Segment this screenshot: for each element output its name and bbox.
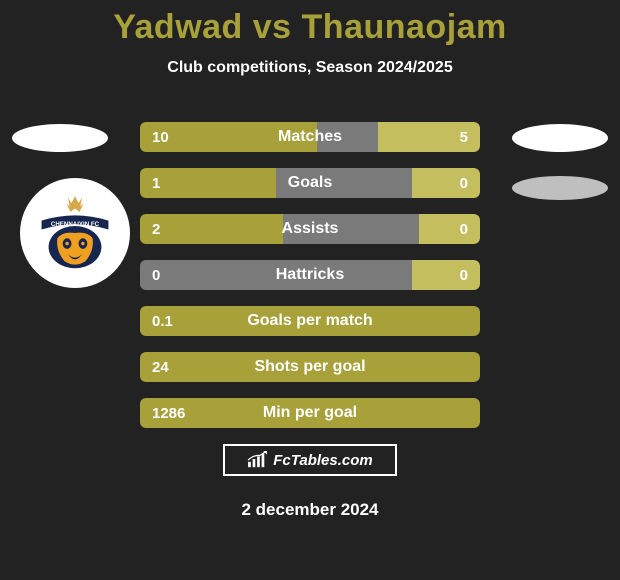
club-right-placeholder bbox=[512, 176, 608, 200]
stat-row: 0.1Goals per match bbox=[140, 306, 480, 336]
player-left-placeholder bbox=[12, 124, 108, 152]
stat-name: Assists bbox=[140, 214, 480, 244]
stat-row: 105Matches bbox=[140, 122, 480, 152]
stat-name: Goals bbox=[140, 168, 480, 198]
stat-name: Shots per goal bbox=[140, 352, 480, 382]
stat-name: Hattricks bbox=[140, 260, 480, 290]
subtitle: Club competitions, Season 2024/2025 bbox=[0, 59, 620, 77]
player-right-placeholder bbox=[512, 124, 608, 152]
stats-bars: 105Matches 10Goals 20Assists 00Hattricks 0.1… bbox=[140, 122, 480, 444]
stat-row: 20Assists bbox=[140, 214, 480, 244]
stat-name: Min per goal bbox=[140, 398, 480, 428]
date-label: 2 december 2024 bbox=[0, 500, 620, 520]
club-badge-left: CHENNAIYIN FC bbox=[20, 178, 130, 288]
chennaiyin-fc-icon: CHENNAIYIN FC bbox=[31, 189, 119, 277]
bars-growth-icon bbox=[247, 451, 269, 469]
stat-name: Matches bbox=[140, 122, 480, 152]
stat-row: 24Shots per goal bbox=[140, 352, 480, 382]
fctables-watermark: FcTables.com bbox=[223, 444, 397, 476]
stat-row: 00Hattricks bbox=[140, 260, 480, 290]
stat-row: 10Goals bbox=[140, 168, 480, 198]
page-title: Yadwad vs Thaunaojam bbox=[0, 0, 620, 47]
stat-row: 1286Min per goal bbox=[140, 398, 480, 428]
fctables-label: FcTables.com bbox=[273, 452, 372, 469]
stat-name: Goals per match bbox=[140, 306, 480, 336]
